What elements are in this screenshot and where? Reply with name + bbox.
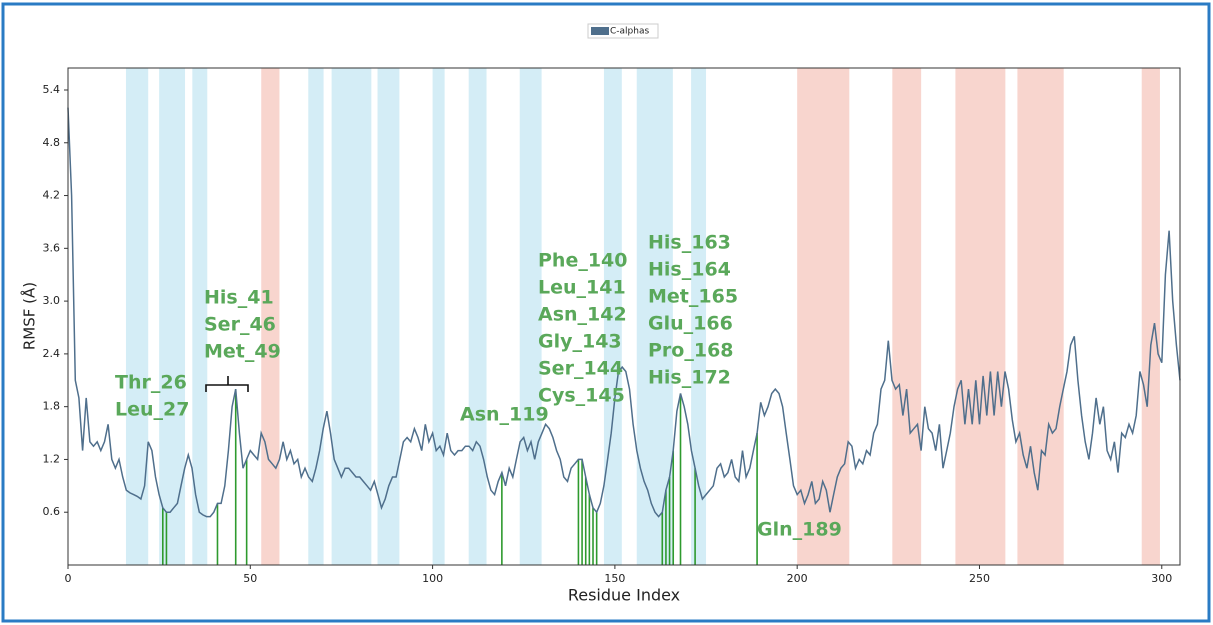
x-tick-label: 50 (243, 572, 257, 585)
residue-label: Asn_119 (460, 404, 549, 426)
x-tick-label: 100 (422, 572, 443, 585)
ss-region (125, 68, 149, 565)
y-tick-label: 4.8 (43, 136, 61, 149)
x-tick-label: 300 (1151, 572, 1172, 585)
residue-label: Ser_46 (204, 314, 276, 336)
residue-label: Pro_168 (648, 340, 734, 362)
x-tick-label: 0 (65, 572, 72, 585)
ss-region (636, 68, 673, 565)
residue-label: Phe_140 (538, 250, 628, 272)
residue-label: Asn_142 (538, 304, 627, 326)
y-tick-label: 2.4 (43, 347, 61, 360)
residue-label: Glu_166 (648, 313, 733, 335)
plot-border (67, 67, 1181, 566)
ss-region (797, 68, 850, 565)
residue-label: His_41 (204, 287, 274, 309)
x-tick-label: 200 (787, 572, 808, 585)
ss-region (331, 68, 372, 565)
x-tick-label: 150 (604, 572, 625, 585)
ss-region (159, 68, 186, 565)
residue-label: Thr_26 (115, 372, 187, 394)
ss-region (1017, 68, 1064, 565)
y-tick-label: 5.4 (43, 83, 61, 96)
y-tick-label: 4.2 (43, 189, 61, 202)
y-tick-label: 1.8 (43, 400, 61, 413)
residue-label: Leu_141 (538, 277, 626, 299)
ss-region (603, 68, 622, 565)
residue-label: His_163 (648, 232, 731, 254)
legend-swatch (591, 27, 609, 35)
residue-label: Gln_189 (757, 519, 842, 541)
residue-label: Met_49 (204, 341, 281, 363)
bracket (205, 376, 249, 392)
y-tick-label: 1.2 (43, 452, 61, 465)
ss-region (192, 68, 208, 565)
residue-label: Cys_145 (538, 385, 625, 407)
ss-region (261, 68, 280, 565)
residue-label: His_172 (648, 367, 731, 389)
x-axis-label: Residue Index (568, 586, 680, 605)
residue-label: Gly_143 (538, 331, 622, 353)
legend-label: C-alphas (610, 27, 649, 37)
ss-region (432, 68, 445, 565)
residue-label: His_164 (648, 259, 731, 281)
x-tick-label: 250 (969, 572, 990, 585)
ss-region (892, 68, 922, 565)
ss-region (308, 68, 324, 565)
ss-region (377, 68, 400, 565)
residue-label: Leu_27 (115, 399, 189, 421)
ss-region (691, 68, 707, 565)
residue-label: Ser_144 (538, 358, 623, 380)
y-tick-label: 3.6 (43, 241, 61, 254)
y-tick-label: 3.0 (43, 294, 61, 307)
rmsf-line (67, 107, 1181, 518)
residue-label: Met_165 (648, 286, 738, 308)
ss-region (1141, 68, 1160, 565)
y-axis-label: RMSF (Å) (20, 282, 39, 350)
ss-region (955, 68, 1006, 565)
y-tick-label: 0.6 (43, 505, 61, 518)
ss-region (468, 68, 487, 565)
